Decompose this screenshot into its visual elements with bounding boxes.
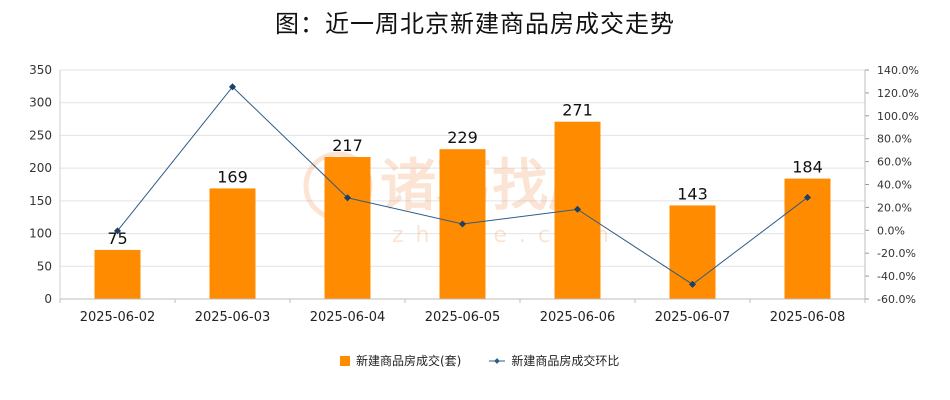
y-left-tick-label: 200 — [29, 161, 52, 175]
x-tick-label: 2025-06-08 — [770, 310, 846, 325]
y-right-tick-label: -40.0% — [877, 270, 916, 283]
x-tick-label: 2025-06-05 — [425, 310, 501, 325]
x-tick-label: 2025-06-06 — [540, 310, 616, 325]
bar — [324, 157, 371, 299]
y-right-tick-label: 0.0% — [877, 224, 905, 237]
axis-layer: 0 50 100 150 200 250 300 350 -60.0% -40.0% -20.0% 0… — [29, 63, 919, 325]
legend-bar-label: 新建商品房成交(套) — [356, 354, 462, 368]
bar-data-label: 271 — [562, 101, 593, 120]
x-tick-label: 2025-06-04 — [310, 310, 386, 325]
y-right-tick-label: 100.0% — [877, 110, 919, 123]
x-tick-label: 2025-06-02 — [80, 310, 156, 325]
legend-item-bar[interactable]: 新建商品房成交(套) — [340, 352, 461, 369]
bar — [94, 249, 141, 299]
bar-data-label: 184 — [792, 158, 823, 177]
y-right-tick-label: -60.0% — [877, 293, 916, 306]
legend-line-swatch — [489, 357, 506, 364]
line-point — [573, 205, 582, 213]
bar-data-label: 217 — [332, 136, 363, 155]
legend-item-line[interactable]: 新建商品房成交环比 — [489, 352, 619, 369]
y-right-tick-label: 140.0% — [877, 64, 919, 77]
line-point — [228, 83, 237, 91]
y-left-tick-label: 100 — [29, 227, 52, 241]
chart-title: 图：近一周北京新建商品房成交走势 — [275, 10, 675, 38]
legend-bar-swatch — [340, 355, 350, 366]
line-point — [343, 194, 352, 202]
legend-line-label: 新建商品房成交环比 — [511, 354, 620, 368]
y-right-tick-label: 80.0% — [877, 133, 912, 146]
y-left-tick-label: 0 — [44, 292, 52, 306]
bar — [209, 188, 256, 299]
line-point — [688, 280, 697, 288]
y-right-tick-label: 20.0% — [877, 201, 912, 214]
y-right-tick-label: -20.0% — [877, 247, 916, 260]
y-left-tick-label: 250 — [29, 128, 52, 142]
bar-data-label: 169 — [217, 167, 248, 186]
line-layer — [113, 83, 812, 288]
y-right-tick-label: 120.0% — [877, 87, 919, 100]
y-right-tick-label: 60.0% — [877, 156, 912, 169]
y-left-tick-label: 50 — [37, 259, 52, 273]
line-point — [113, 227, 122, 235]
bar-layer: 75 169 217 229 271 143 184 — [94, 101, 831, 299]
bar-data-label: 143 — [677, 184, 708, 203]
legend: 新建商品房成交(套) 新建商品房成交环比 — [340, 352, 647, 369]
y-left-tick-label: 150 — [29, 194, 52, 208]
y-left-tick-label: 300 — [29, 96, 52, 110]
line-point — [458, 220, 467, 228]
line-point — [803, 193, 812, 201]
bar-data-label: 75 — [107, 229, 127, 248]
y-right-tick-label: 40.0% — [877, 179, 912, 192]
x-tick-label: 2025-06-03 — [195, 310, 271, 325]
x-tick-label: 2025-06-07 — [655, 310, 731, 325]
y-left-tick-label: 350 — [29, 63, 52, 77]
bar-data-label: 229 — [447, 128, 478, 147]
